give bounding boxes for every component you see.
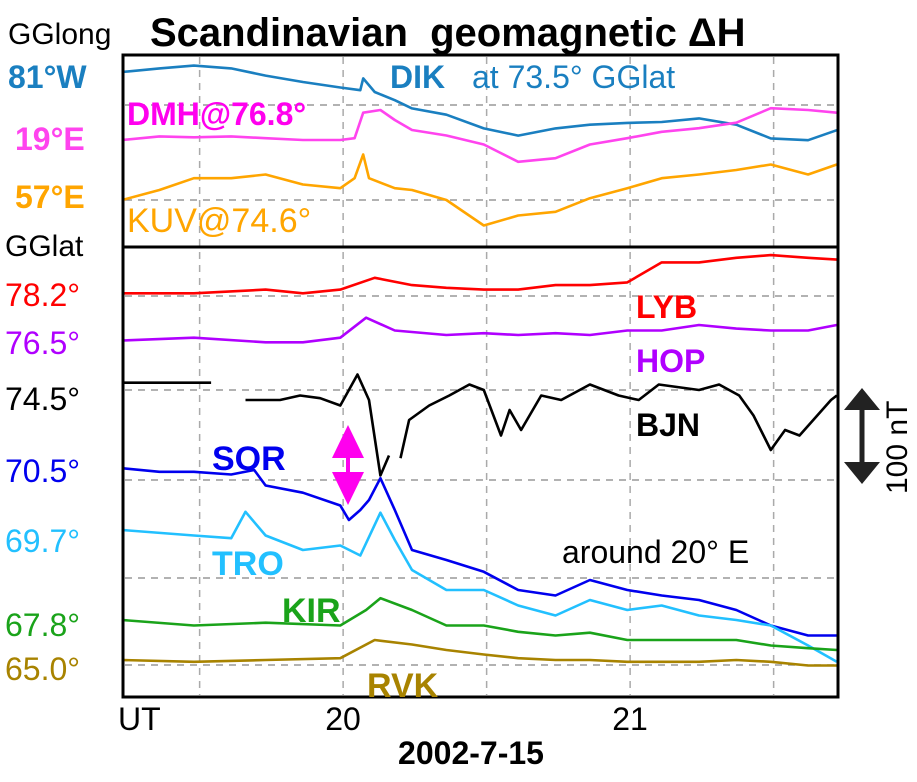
row-label-hop: 76.5° xyxy=(5,325,80,361)
bottom-panel-frame xyxy=(121,245,840,699)
series-lines xyxy=(121,64,838,667)
scale-bar-label: 100 nT xyxy=(881,401,914,494)
chart-title: Scandinavian geomagnetic ΔH xyxy=(150,11,746,55)
row-label-kuv: 57°E xyxy=(15,179,85,215)
series-line-kuv xyxy=(121,153,838,227)
series-line-rvk xyxy=(122,638,837,667)
ggong-header: GGlong xyxy=(8,18,111,51)
grid xyxy=(125,57,836,695)
row-label-tro: 69.7° xyxy=(5,523,80,559)
annotation-sor: SOR xyxy=(212,440,286,478)
annotation-tro: TRO xyxy=(212,545,284,583)
series-line-kir xyxy=(122,596,837,652)
series-line-hop xyxy=(122,316,838,344)
annotation-dmh: DMH@76.8° xyxy=(127,96,306,132)
x-tick-label-21: 21 xyxy=(612,701,648,737)
scale-bar-arrow-icon xyxy=(844,388,880,484)
annotation-bjn: BJN xyxy=(636,407,700,443)
annotation-kuv: KUV@74.6° xyxy=(127,202,311,240)
series-line-dmh xyxy=(121,106,837,164)
annotation-rvk: RVK xyxy=(367,667,439,705)
x-tick-label-20: 20 xyxy=(325,701,361,737)
row-label-kir: 67.8° xyxy=(5,607,80,643)
x-unit-label: UT xyxy=(118,701,161,737)
gglat-header: GGlat xyxy=(5,230,84,263)
magenta-double-arrow-icon xyxy=(332,425,364,505)
series-line-dik xyxy=(121,64,838,142)
series-line-lyb xyxy=(122,253,837,295)
series-line-bjn xyxy=(122,373,838,477)
annotation-dik: DIK xyxy=(390,59,445,95)
annotation-dik-suffix: at 73.5° GGlat xyxy=(472,59,675,95)
row-label-dmh: 19°E xyxy=(15,121,85,157)
row-label-dik: 81°W xyxy=(8,59,87,95)
annotation-kir: KIR xyxy=(282,592,341,630)
series-line-tro xyxy=(122,510,838,663)
series-line-sor xyxy=(121,466,837,637)
x-axis-label: 2002-7-15 xyxy=(398,735,544,771)
region-note: around 20° E xyxy=(562,534,749,570)
row-label-bjn: 74.5° xyxy=(5,381,80,417)
row-label-lyb: 78.2° xyxy=(5,277,80,313)
annotation-hop: HOP xyxy=(636,343,705,379)
row-label-sor: 70.5° xyxy=(5,453,80,489)
row-label-rvk: 65.0° xyxy=(5,651,80,687)
annotation-lyb: LYB xyxy=(636,289,697,325)
